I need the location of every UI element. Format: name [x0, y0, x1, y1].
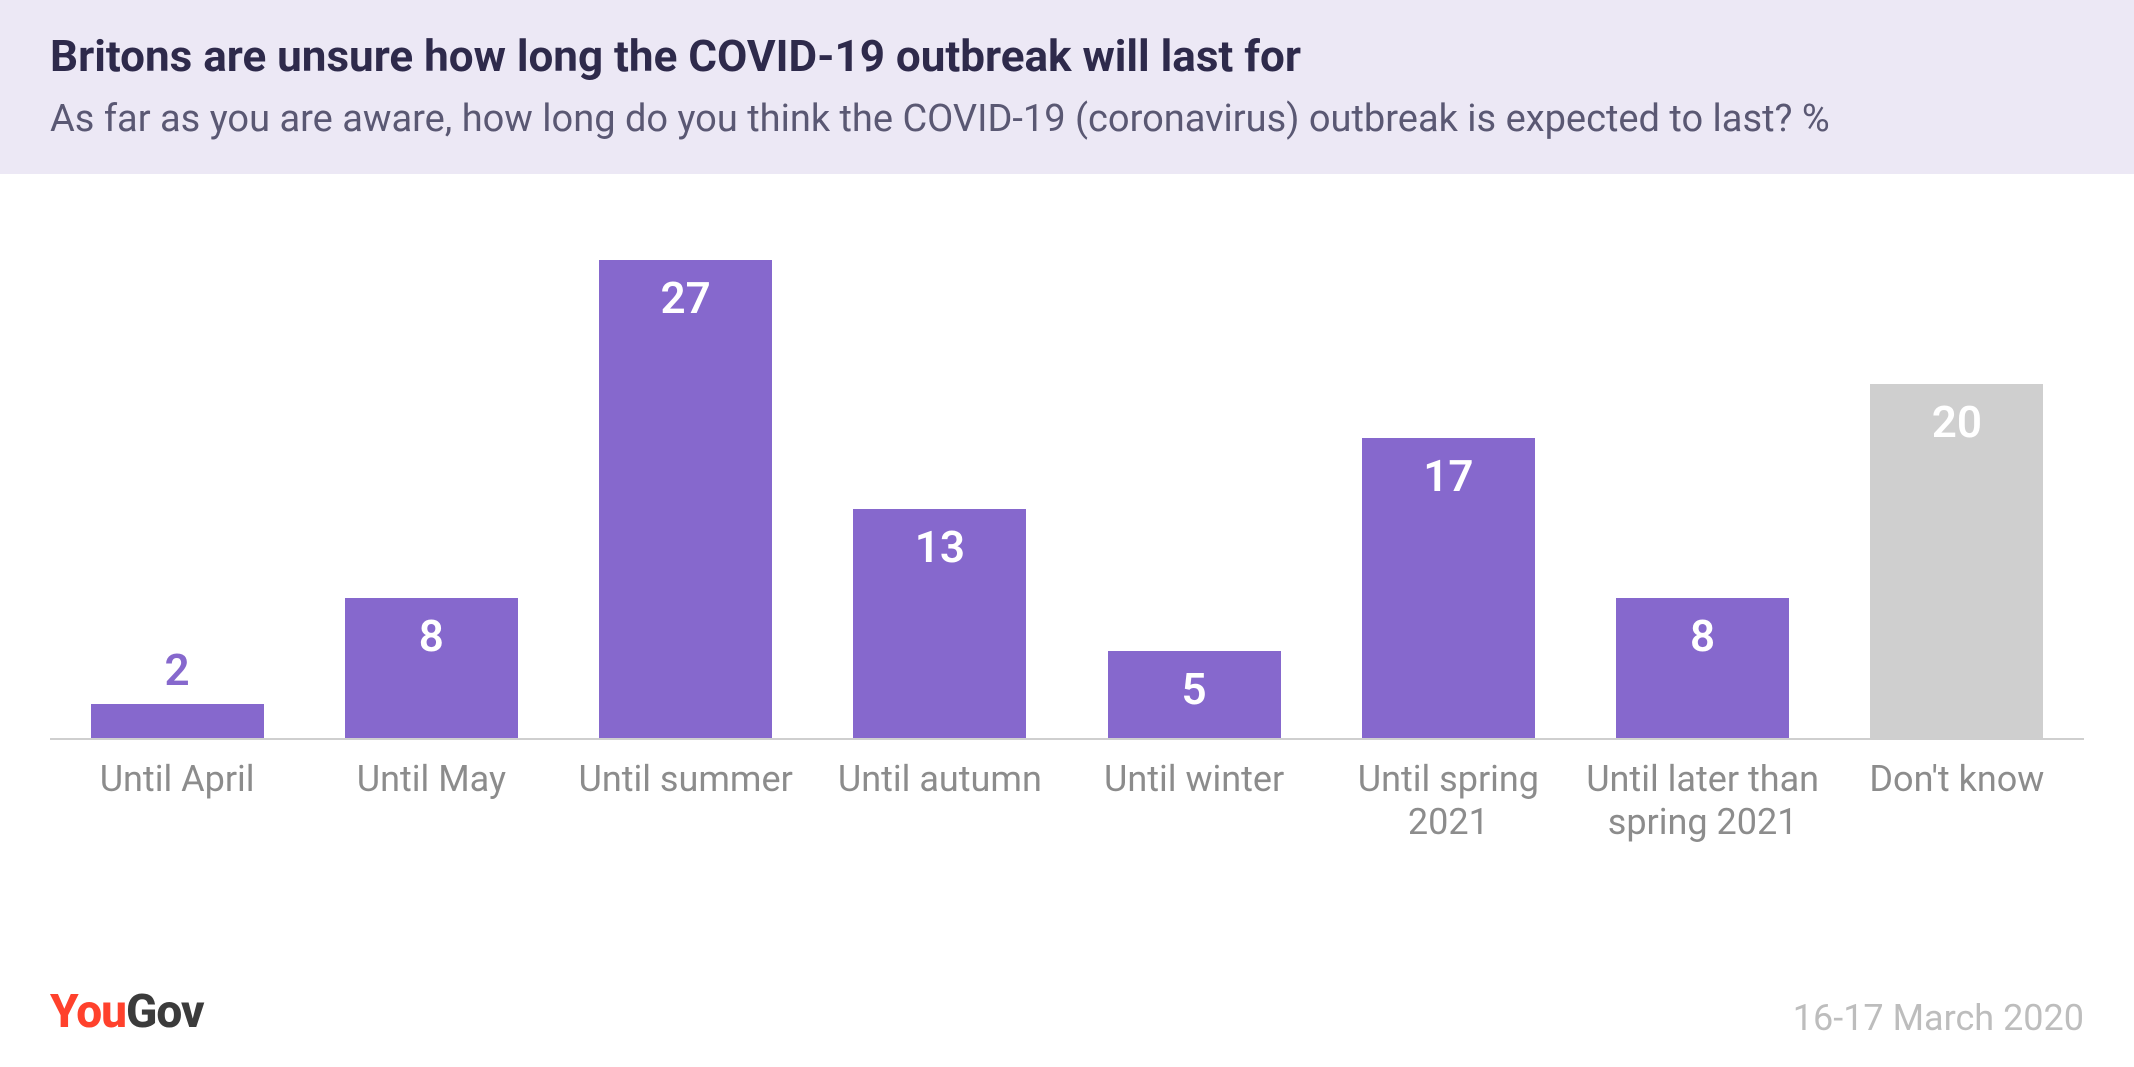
logo-you: You — [50, 985, 126, 1039]
logo-gov: Gov — [126, 985, 203, 1039]
chart-container: Britons are unsure how long the COVID-19… — [0, 0, 2134, 1067]
bars-row: 2 8 27 13 5 — [50, 260, 2084, 740]
chart-area: 2 8 27 13 5 — [50, 260, 2084, 880]
category-label: Until summer — [559, 750, 813, 801]
bar-until-may: 8 — [345, 598, 518, 740]
bar-value: 2 — [91, 644, 264, 696]
category-label: Until May — [304, 750, 558, 801]
category-label: Until winter — [1067, 750, 1321, 801]
category-label: Until autumn — [813, 750, 1067, 801]
bar-value: 8 — [345, 610, 518, 662]
bar-value: 5 — [1108, 663, 1281, 715]
category-labels-row: Until April Until May Until summer Until… — [50, 750, 2084, 880]
bar-slot: 13 — [813, 509, 1067, 740]
category-label: Don't know — [1830, 750, 2084, 801]
bar-slot: 17 — [1321, 438, 1575, 740]
bar-until-summer: 27 — [599, 260, 772, 740]
bar-value: 27 — [599, 272, 772, 324]
bar-until-later-than-spring-2021: 8 — [1616, 598, 1789, 740]
bar-slot: 8 — [304, 598, 558, 740]
category-label: Until later than spring 2021 — [1576, 750, 1830, 844]
header-block: Britons are unsure how long the COVID-19… — [0, 0, 2134, 174]
bar-slot: 8 — [1576, 598, 1830, 740]
bar-until-autumn: 13 — [853, 509, 1026, 740]
bar-value: 17 — [1362, 450, 1535, 502]
bar-until-april: 2 — [91, 704, 264, 740]
survey-date: 16-17 March 2020 — [1793, 997, 2084, 1039]
yougov-logo: YouGov — [50, 985, 204, 1039]
bar-value: 13 — [853, 521, 1026, 573]
chart-subtitle: As far as you are aware, how long do you… — [50, 95, 2084, 144]
bar-slot: 2 — [50, 704, 304, 740]
bar-slot: 27 — [559, 260, 813, 740]
category-label: Until April — [50, 750, 304, 801]
bar-dont-know: 20 — [1870, 384, 2043, 740]
bar-until-spring-2021: 17 — [1362, 438, 1535, 740]
category-label: Until spring 2021 — [1321, 750, 1575, 844]
footer: YouGov 16-17 March 2020 — [50, 985, 2084, 1039]
bar-slot: 5 — [1067, 651, 1321, 740]
bar-slot: 20 — [1830, 384, 2084, 740]
chart-title: Britons are unsure how long the COVID-19… — [50, 30, 2084, 83]
bar-until-winter: 5 — [1108, 651, 1281, 740]
bar-value: 8 — [1616, 610, 1789, 662]
bar-value: 20 — [1870, 396, 2043, 448]
x-axis-line — [50, 738, 2084, 740]
